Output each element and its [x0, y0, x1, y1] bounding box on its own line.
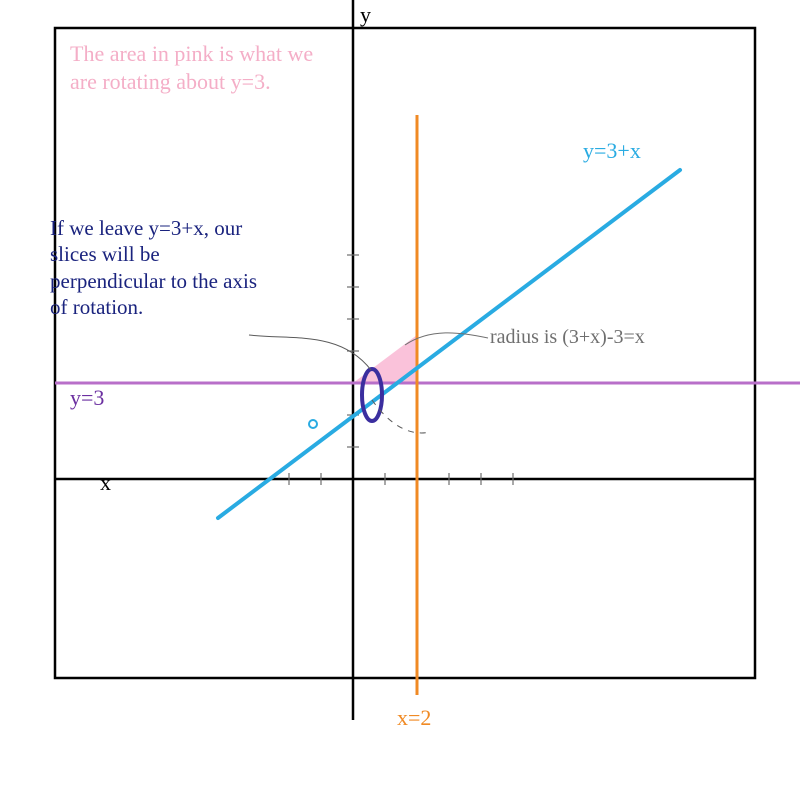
line-label-x-2: x=2	[397, 705, 431, 730]
pink-region-note: The area in pink is what we are rotating…	[70, 40, 320, 95]
open-endpoint	[309, 420, 317, 428]
axis-label-y: y	[360, 2, 371, 27]
slices-note: If we leave y=3+x, our slices will be pe…	[50, 215, 270, 320]
line-label-y-3-plus-x: y=3+x	[583, 138, 641, 163]
line-label-y-3: y=3	[70, 385, 104, 410]
plot-background	[0, 0, 800, 791]
axis-label-x: x	[100, 470, 111, 495]
radius-callout-text: radius is (3+x)-3=x	[490, 326, 645, 348]
